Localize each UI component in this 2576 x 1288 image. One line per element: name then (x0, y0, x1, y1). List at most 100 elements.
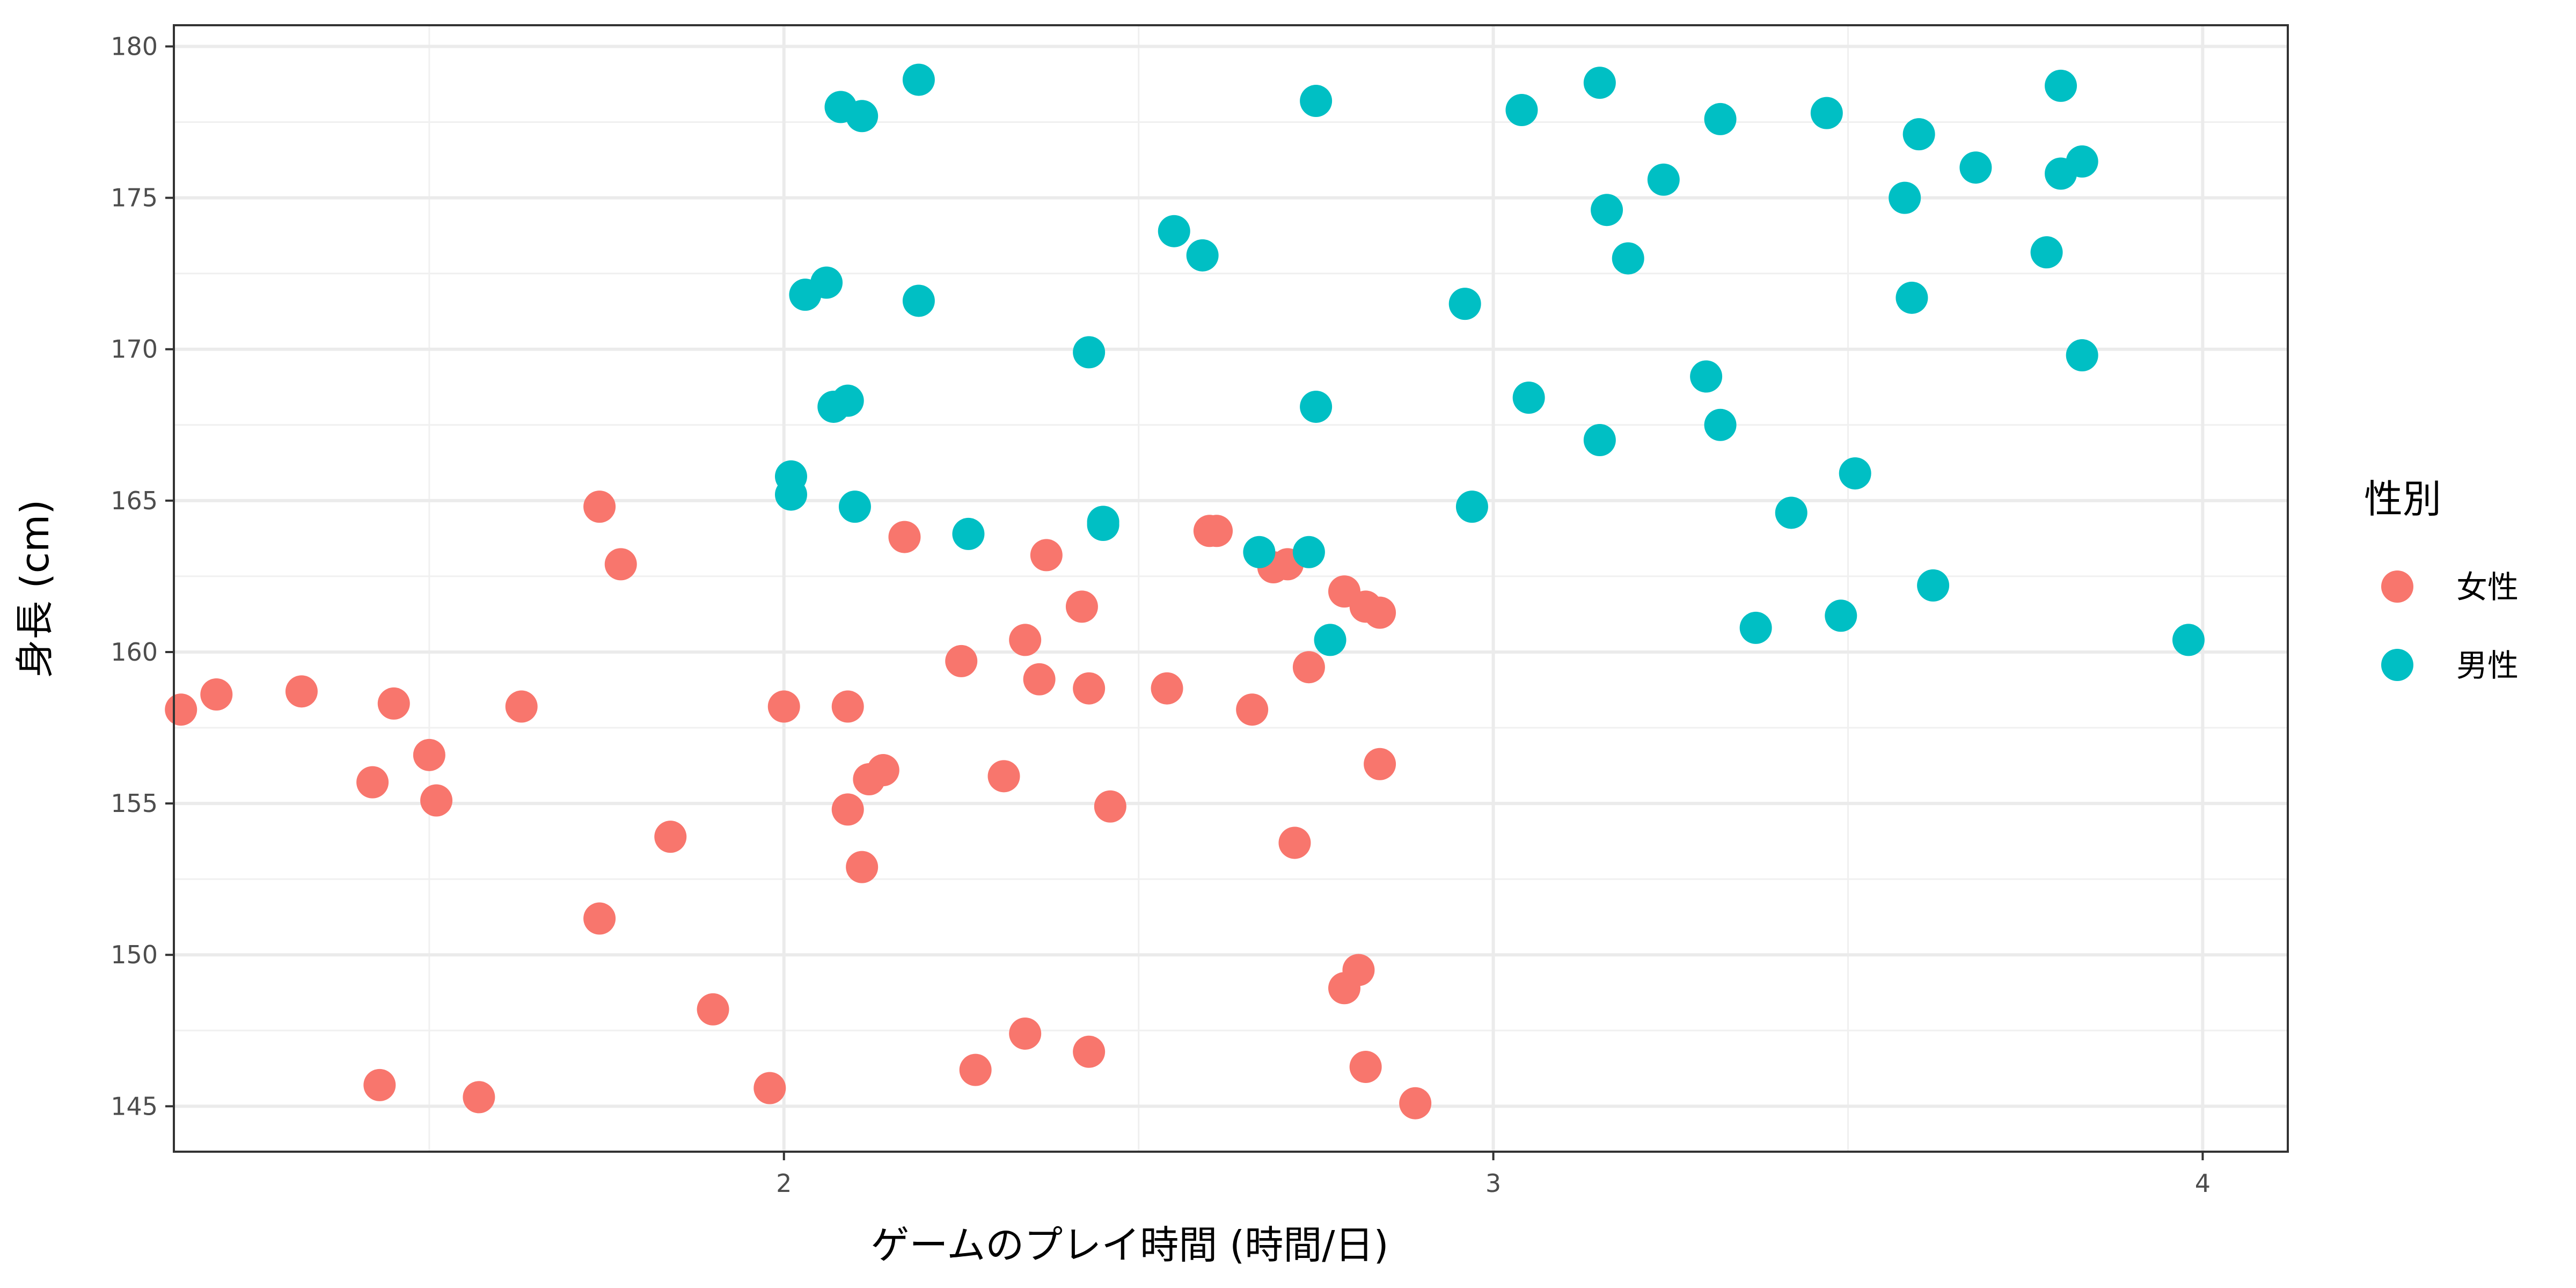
data-point-male (1739, 611, 1772, 644)
data-point-female (285, 675, 318, 708)
y-tick-label: 145 (111, 1092, 158, 1121)
data-point-female (1073, 1035, 1106, 1068)
data-point-female (1236, 693, 1269, 726)
data-point-male (1647, 163, 1680, 196)
data-point-female (1349, 1051, 1382, 1084)
data-point-male (1896, 281, 1928, 314)
data-point-female (867, 754, 899, 787)
x-tick-label: 4 (2195, 1169, 2211, 1198)
y-tick-label: 180 (111, 32, 158, 61)
data-point-male (1300, 85, 1333, 118)
data-point-female (1009, 624, 1042, 656)
data-point-female (583, 491, 616, 523)
data-point-male (1583, 67, 1616, 99)
data-point-male (1902, 118, 1935, 151)
data-point-male (1775, 496, 1807, 529)
data-point-female (1399, 1087, 1432, 1119)
data-point-female (1009, 1017, 1042, 1050)
data-point-female (753, 1072, 786, 1104)
data-point-male (1158, 215, 1190, 247)
data-point-male (902, 284, 935, 317)
y-tick-label: 155 (111, 789, 158, 818)
data-point-female (1073, 672, 1106, 705)
data-point-female (377, 687, 410, 720)
data-point-female (846, 851, 879, 883)
data-point-female (945, 645, 978, 677)
data-point-male (1889, 181, 1921, 214)
data-point-male (1087, 506, 1119, 538)
data-point-male (1300, 390, 1333, 423)
data-point-male (1292, 536, 1325, 568)
data-point-female (959, 1053, 992, 1086)
data-point-male (1512, 382, 1545, 414)
data-point-female (583, 902, 616, 935)
data-point-female (1364, 596, 1396, 629)
data-point-female (1094, 790, 1126, 823)
data-point-female (1030, 539, 1063, 572)
data-point-male (1612, 242, 1644, 275)
y-tick-label: 170 (111, 335, 158, 364)
x-axis-title: ゲームのプレイ時間 (時間/日) (870, 1223, 1388, 1268)
data-point-male (1839, 457, 1871, 490)
y-tick-label: 175 (111, 184, 158, 213)
data-point-male (1959, 151, 1992, 184)
data-point-male (1448, 288, 1481, 320)
data-point-male (1704, 408, 1737, 441)
data-point-male (902, 63, 935, 96)
data-point-male (1455, 491, 1488, 523)
data-point-female (831, 793, 864, 826)
data-point-female (505, 690, 538, 723)
data-point-male (1314, 624, 1346, 656)
data-point-male (1591, 194, 1623, 226)
data-point-male (1505, 93, 1538, 126)
y-axis-ticks: 145 150 155 160 165 170 175 180 (111, 32, 174, 1121)
data-point-male (2045, 69, 2077, 102)
legend-key-female (2381, 570, 2413, 603)
data-point-female (1278, 826, 1311, 859)
data-point-female (1328, 972, 1360, 1005)
data-point-female (413, 738, 445, 771)
data-point-male (831, 384, 864, 417)
data-point-female (420, 784, 453, 817)
legend-label-female: 女性 (2456, 569, 2519, 605)
data-point-female (1292, 651, 1325, 684)
data-point-male (1917, 569, 1950, 602)
x-axis-ticks: 2 3 4 (776, 1152, 2211, 1198)
x-tick-label: 2 (776, 1169, 792, 1198)
data-point-female (604, 548, 637, 581)
data-point-female (831, 690, 864, 723)
data-point-female (767, 690, 800, 723)
data-point-female (1065, 590, 1098, 623)
data-point-male (838, 491, 871, 523)
data-point-male (2066, 145, 2098, 178)
data-point-male (810, 266, 843, 299)
data-points (165, 63, 2205, 1119)
legend-title: 性別 (2364, 477, 2441, 522)
data-point-female (1151, 672, 1183, 705)
data-point-female (987, 760, 1020, 793)
major-gridlines (174, 25, 2288, 1152)
data-point-female (1023, 663, 1056, 696)
data-point-male (1825, 599, 1857, 632)
data-point-female (654, 821, 687, 853)
data-point-male (1583, 424, 1616, 457)
data-point-male (846, 100, 879, 133)
data-point-male (1810, 97, 1843, 129)
x-tick-label: 3 (1485, 1169, 1501, 1198)
data-point-male (1690, 360, 1723, 393)
data-point-female (697, 993, 729, 1026)
legend-label-male: 男性 (2456, 647, 2519, 684)
data-point-male (1186, 239, 1219, 272)
plot-panel-border (173, 24, 2289, 1153)
data-point-female (1364, 748, 1396, 780)
data-point-male (774, 478, 807, 511)
data-point-male (1243, 536, 1276, 568)
data-point-female (463, 1081, 495, 1114)
data-point-male (2066, 339, 2098, 372)
data-point-male (1073, 336, 1106, 369)
data-point-female (888, 521, 921, 553)
y-axis-title: 身長 (cm) (12, 500, 57, 678)
legend-key-male (2381, 649, 2413, 681)
